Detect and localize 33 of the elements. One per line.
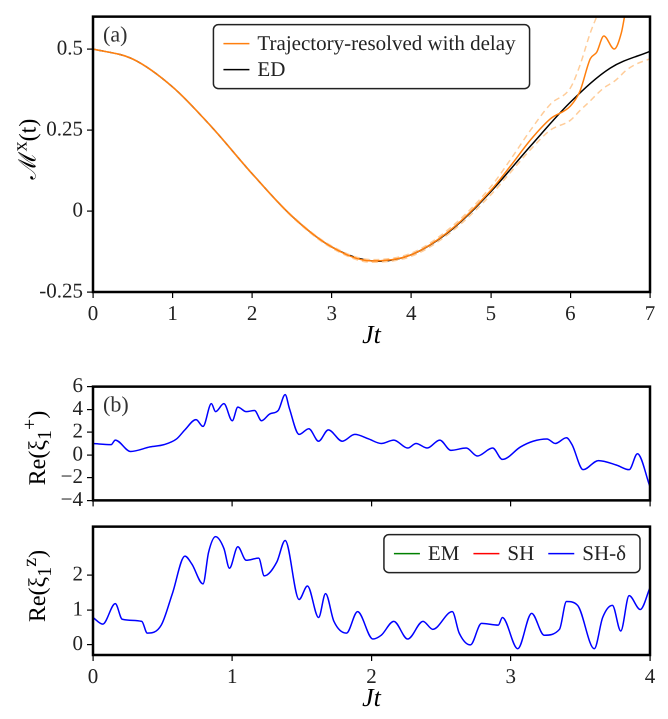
legend-label: ED — [257, 57, 286, 82]
y-tick-label: −2 — [60, 464, 83, 488]
x-tick-label: 6 — [565, 301, 576, 326]
legend-label: Trajectory-resolved with delay — [257, 31, 516, 56]
x-axis-title: Jt — [362, 320, 381, 350]
x-tick-label: 4 — [644, 664, 656, 688]
x-tick-label: 5 — [486, 301, 496, 326]
y-tick-label: 4 — [72, 396, 84, 420]
x-tick-label: 3 — [506, 664, 516, 688]
x-tick-label: 2 — [246, 301, 258, 326]
legend-label: SH-δ — [582, 541, 626, 566]
x-tick-label: 3 — [326, 301, 337, 326]
legend-label: EM — [428, 541, 460, 566]
x-tick-label: 4 — [406, 301, 418, 326]
x-tick-label: 7 — [644, 301, 656, 326]
y-tick-label: 0 — [72, 441, 83, 466]
y-tick-label: -0.25 — [39, 278, 83, 303]
x-tick-label: 1 — [227, 664, 238, 688]
y-tick-label: 0.5 — [56, 36, 83, 60]
annotation: (a) — [103, 21, 128, 46]
y-tick-label: 2 — [72, 418, 83, 443]
legend-label: SH — [507, 541, 534, 566]
annotation: (b) — [103, 391, 129, 416]
x-tick-label: 1 — [167, 301, 178, 326]
y-tick-label: 0 — [72, 631, 83, 656]
x-tick-label: 0 — [88, 301, 98, 326]
y-tick-label: 0 — [72, 198, 83, 222]
y-tick-label: 0.25 — [46, 116, 83, 141]
y-tick-label: 6 — [72, 373, 83, 398]
y-tick-label: 1 — [72, 596, 83, 620]
y-tick-label: −4 — [60, 486, 84, 511]
x-tick-label: 0 — [88, 664, 98, 688]
y-tick-label: 2 — [72, 562, 83, 586]
